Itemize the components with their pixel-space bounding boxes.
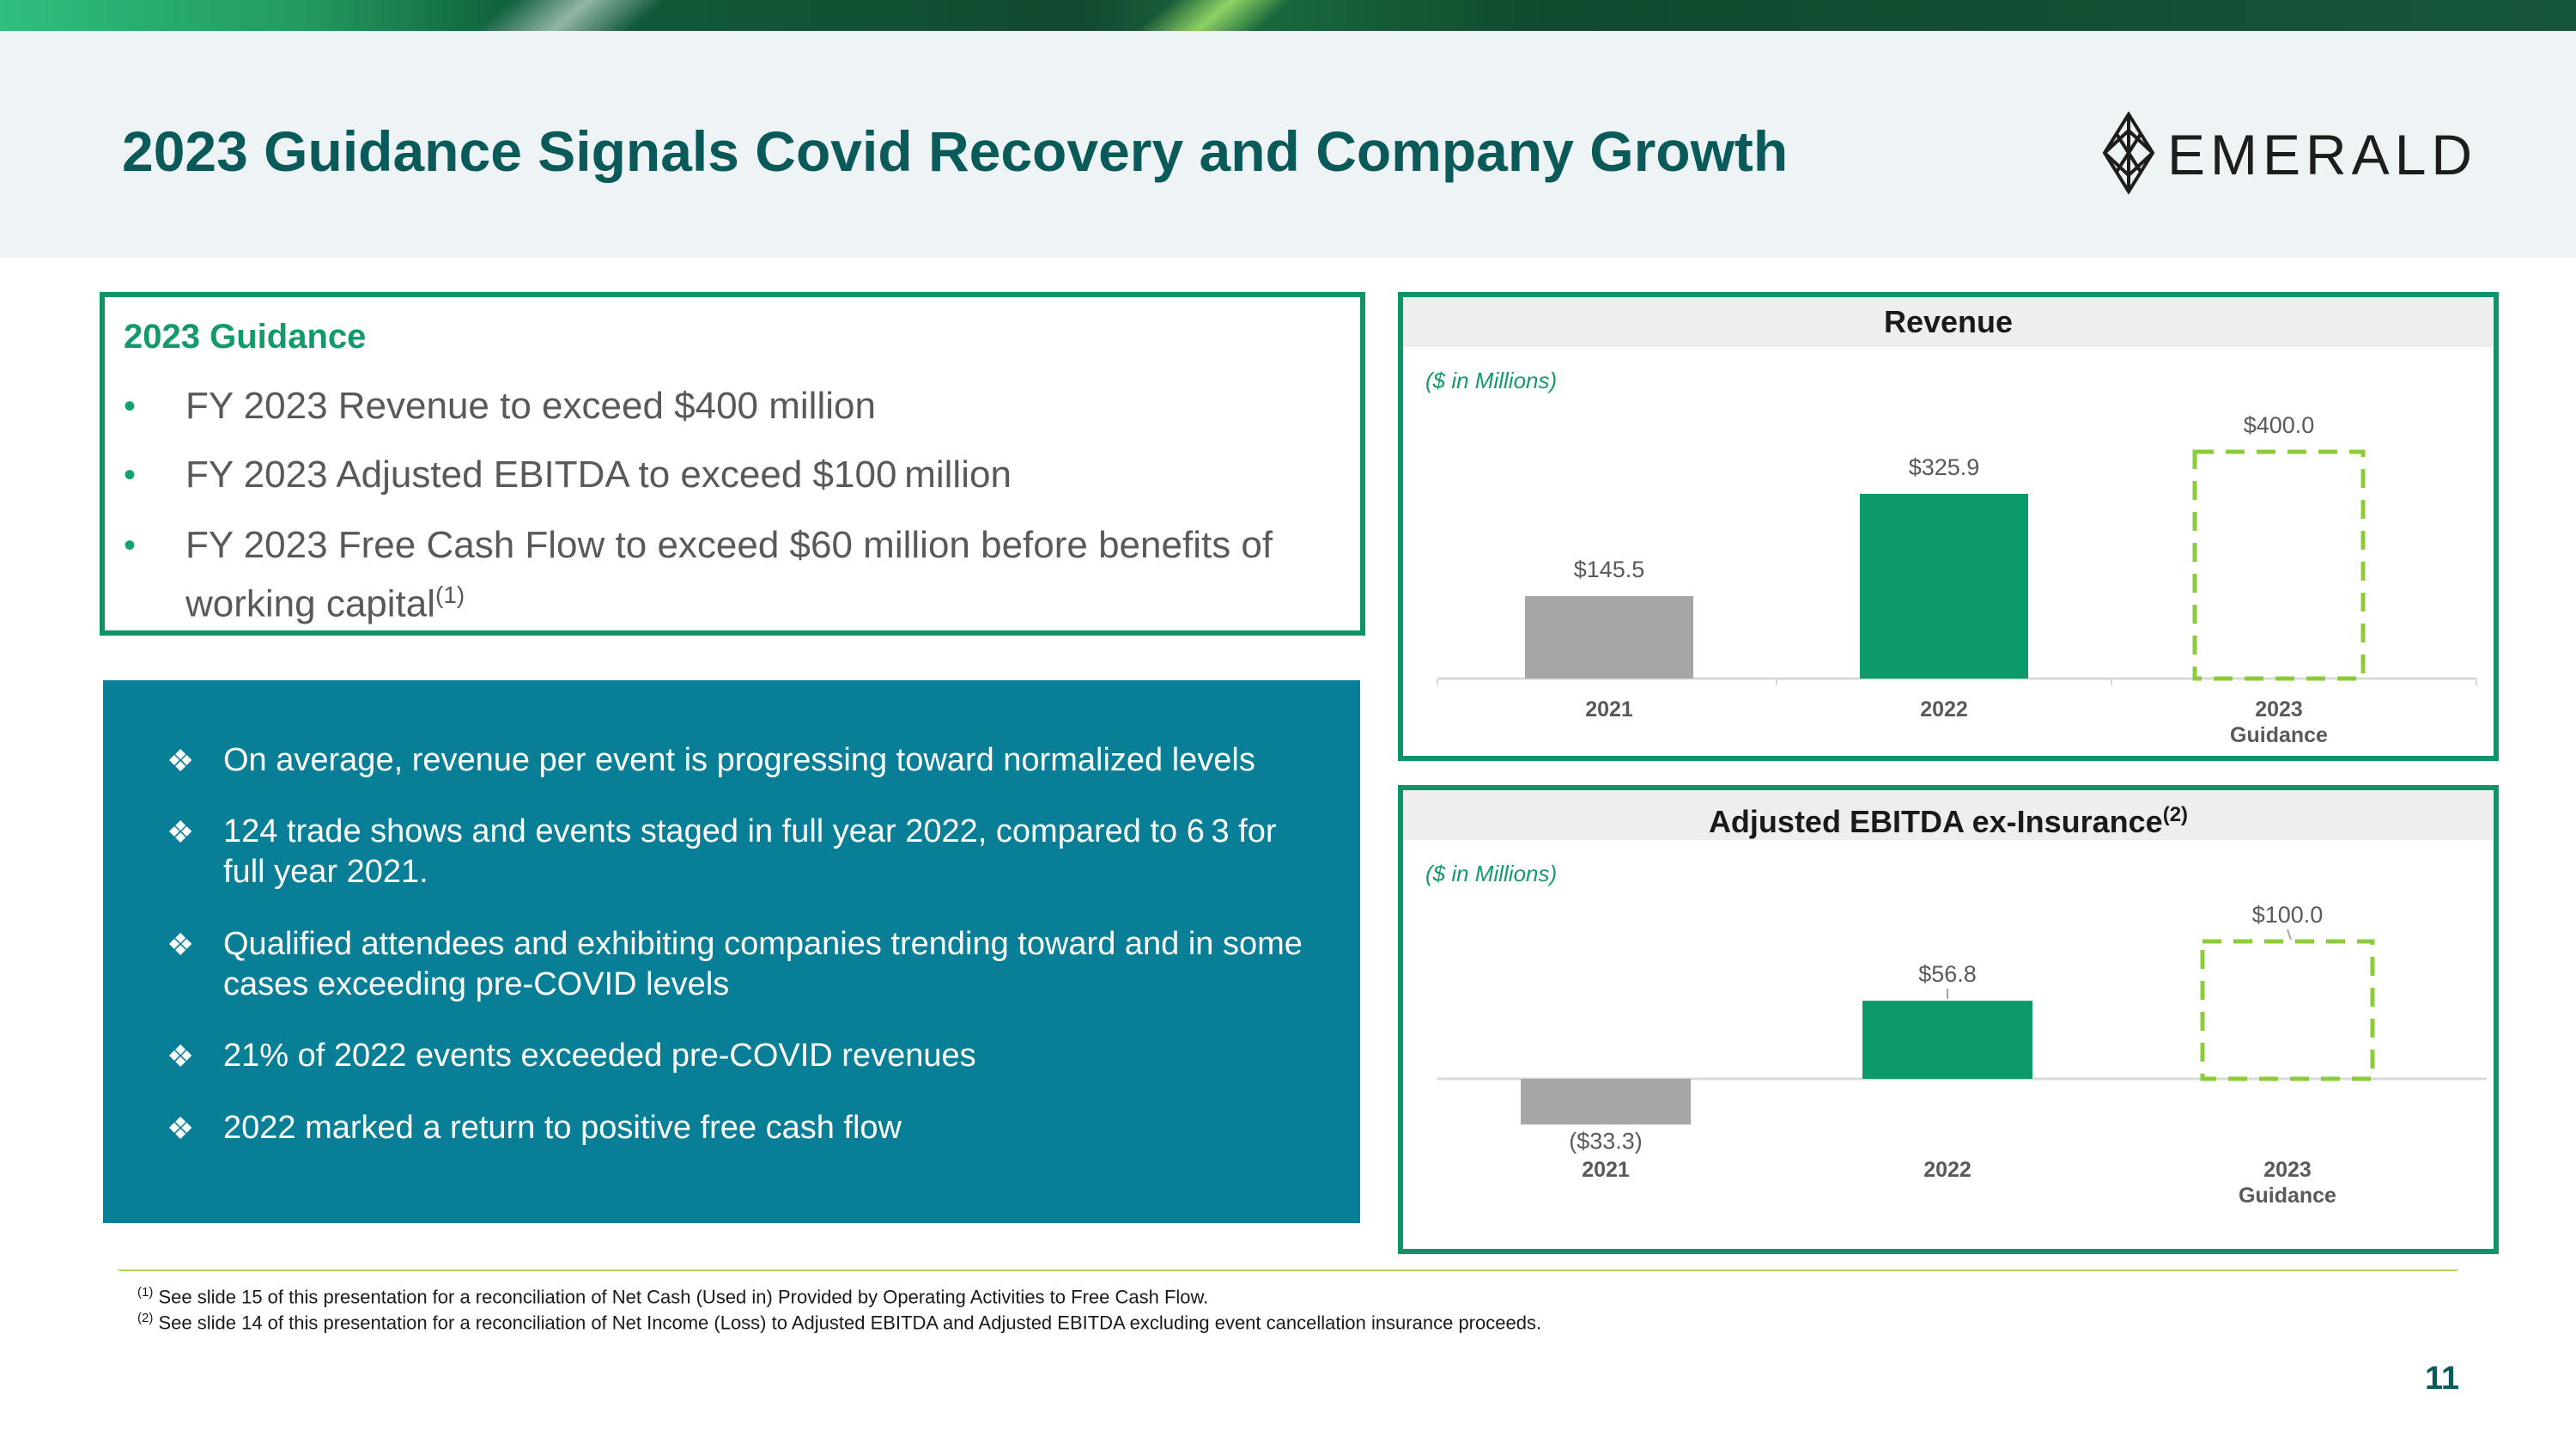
footnote-ref: (2) xyxy=(2162,803,2189,826)
footnote-text: See slide 14 of this presentation for a … xyxy=(158,1312,1542,1334)
highlight-text: On average, revenue per event is progres… xyxy=(223,742,1255,778)
page-number: 11 xyxy=(2425,1361,2460,1397)
bar-2023-guidance xyxy=(2192,449,2366,681)
highlight-text: 2022 marked a return to positive free ca… xyxy=(223,1110,902,1146)
logo-wordmark: EMERALD xyxy=(2167,123,2478,186)
data-label: $56.8 xyxy=(1918,961,1977,987)
bullet-dot-icon: • xyxy=(124,456,137,494)
bar-2022 xyxy=(1860,493,2028,679)
label-leader-line xyxy=(2287,928,2292,941)
revenue-chart-title: Revenue xyxy=(1403,297,2494,347)
category-label: 2021 xyxy=(1582,1158,1630,1182)
diamond-bullet-icon: ❖ xyxy=(167,1111,195,1146)
footnote-1: (1) See slide 15 of this presentation fo… xyxy=(137,1285,1208,1308)
page-title: 2023 Guidance Signals Covid Recovery and… xyxy=(122,119,1789,183)
data-label: $100.0 xyxy=(2252,902,2324,928)
category-label: 2023 xyxy=(2255,697,2303,721)
bullet-dot-icon: • xyxy=(124,527,137,564)
highlight-text: 124 trade shows and events staged in ful… xyxy=(223,813,1277,890)
diamond-bullet-icon: ❖ xyxy=(167,1038,195,1074)
bar-2021 xyxy=(1525,595,1693,679)
guidance-bullet-body: FY 2023 Free Cash Flow to exceed $60 mil… xyxy=(185,524,1273,625)
ebitda-units-label: ($ in Millions) xyxy=(1425,861,1558,886)
data-label: $400.0 xyxy=(2244,412,2315,438)
data-label: $145.5 xyxy=(1574,557,1645,582)
ebitda-chart-title-text: Adjusted EBITDA ex-Insurance xyxy=(1708,804,2163,839)
highlight-text: 21% of 2022 events exceeded pre-COVID re… xyxy=(223,1038,976,1074)
diamond-bullet-icon: ❖ xyxy=(167,927,195,962)
guidance-box xyxy=(100,292,1365,636)
footnote-2: (2) See slide 14 of this presentation fo… xyxy=(137,1311,1541,1334)
guidance-bullet-text: FY 2023 Free Cash Flow to exceed $60 mil… xyxy=(185,521,1353,630)
category-label: 2021 xyxy=(1585,697,1633,721)
footnote-ref: (1) xyxy=(435,581,465,608)
guidance-bullet-text: FY 2023 Adjusted EBITDA to exceed $100 m… xyxy=(185,454,1012,496)
data-label: $325.9 xyxy=(1909,454,1980,480)
diamond-bullet-icon: ❖ xyxy=(167,814,195,849)
ebitda-chart-title: Adjusted EBITDA ex-Insurance(2) xyxy=(1403,790,2494,840)
diamond-bullet-icon: ❖ xyxy=(167,743,195,778)
bar-2022 xyxy=(1862,1001,2032,1079)
guidance-bullet-text: FY 2023 Revenue to exceed $400 million xyxy=(185,385,876,427)
footer-divider xyxy=(118,1269,2458,1271)
category-label: Guidance xyxy=(2239,1184,2336,1208)
top-banner-strip xyxy=(0,0,2576,31)
footnote-mark: (2) xyxy=(137,1311,154,1325)
bar-2023-guidance xyxy=(2200,939,2375,1081)
banner-light-streak xyxy=(419,0,697,31)
bullet-dot-icon: • xyxy=(124,387,137,425)
footnote-mark: (1) xyxy=(137,1285,154,1300)
ebitda-chart-panel: Adjusted EBITDA ex-Insurance(2) ($ in Mi… xyxy=(1398,785,2499,1254)
data-label: ($33.3) xyxy=(1569,1128,1643,1154)
footnote-text: See slide 15 of this presentation for a … xyxy=(158,1286,1209,1308)
bar-2021 xyxy=(1521,1079,1691,1125)
category-label: 2022 xyxy=(1923,1158,1971,1182)
category-label: 2023 xyxy=(2263,1158,2312,1182)
highlights-box xyxy=(103,680,1360,1223)
revenue-chart-panel: Revenue ($ in Millions) $145.5 2021 $325.9… xyxy=(1398,292,2499,761)
banner-green-streak xyxy=(1080,0,1324,31)
guidance-heading: 2023 Guidance xyxy=(124,318,367,356)
emerald-logo-icon xyxy=(2102,112,2155,194)
category-label: Guidance xyxy=(2230,723,2328,747)
highlight-text: Qualified attendees and exhibiting compa… xyxy=(223,926,1303,1002)
revenue-units-label: ($ in Millions) xyxy=(1425,368,1558,393)
category-label: 2022 xyxy=(1920,697,1968,721)
